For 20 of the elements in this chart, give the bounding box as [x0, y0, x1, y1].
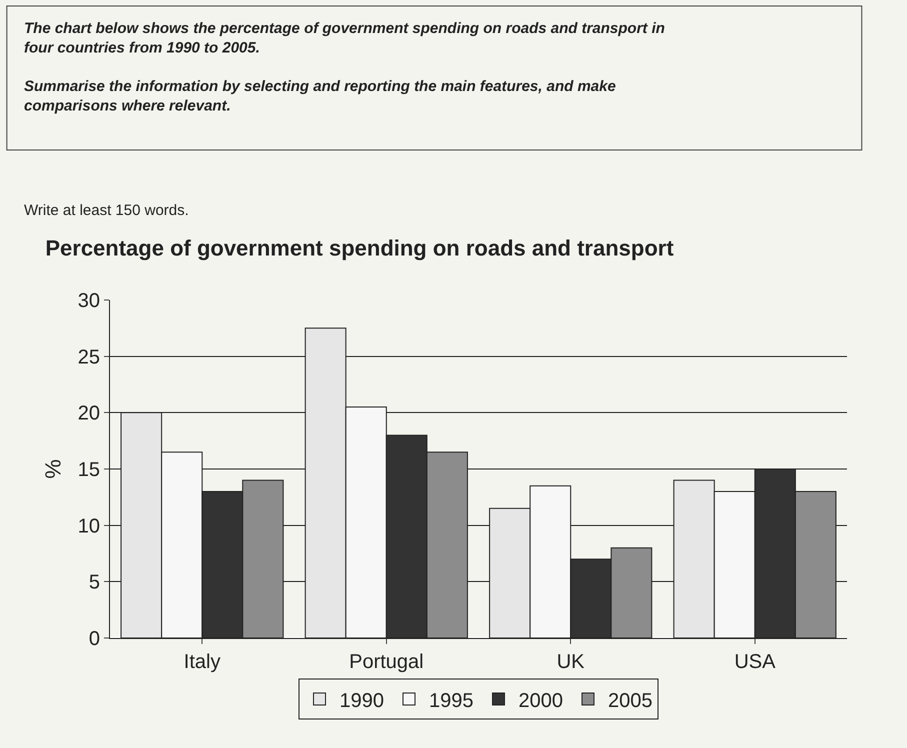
y-tick-label: 20: [78, 402, 100, 425]
y-tick-label: 0: [88, 628, 100, 650]
y-tick-label: 30: [78, 290, 100, 312]
legend-label: 1990: [340, 690, 384, 712]
legend-label: 1995: [429, 690, 474, 712]
y-tick-label: 5: [88, 572, 100, 594]
y-tick-label: 15: [78, 459, 100, 481]
y-tick-label: 25: [78, 346, 100, 368]
legend-label: 2005: [608, 690, 652, 712]
x-tick-label: Italy: [184, 651, 220, 673]
text: The chart below shows the percentage of government spending on roads and transport in four countries from 1990 to 2005.: [24, 20, 665, 56]
text: Write at least 150 words.: [24, 202, 189, 219]
x-tick-label: USA: [734, 651, 776, 673]
chart-title: Percentage of government spending on roads and transport: [45, 235, 674, 260]
y-axis-title: %: [40, 459, 66, 479]
text: Summarise the information by selecting and reporting the main features, and make comparisons where relevant.: [24, 78, 616, 114]
legend-label: 2000: [518, 690, 563, 712]
y-tick-label: 10: [78, 515, 100, 538]
x-tick-label: UK: [556, 651, 586, 673]
x-tick-label: Portugal: [349, 651, 424, 673]
